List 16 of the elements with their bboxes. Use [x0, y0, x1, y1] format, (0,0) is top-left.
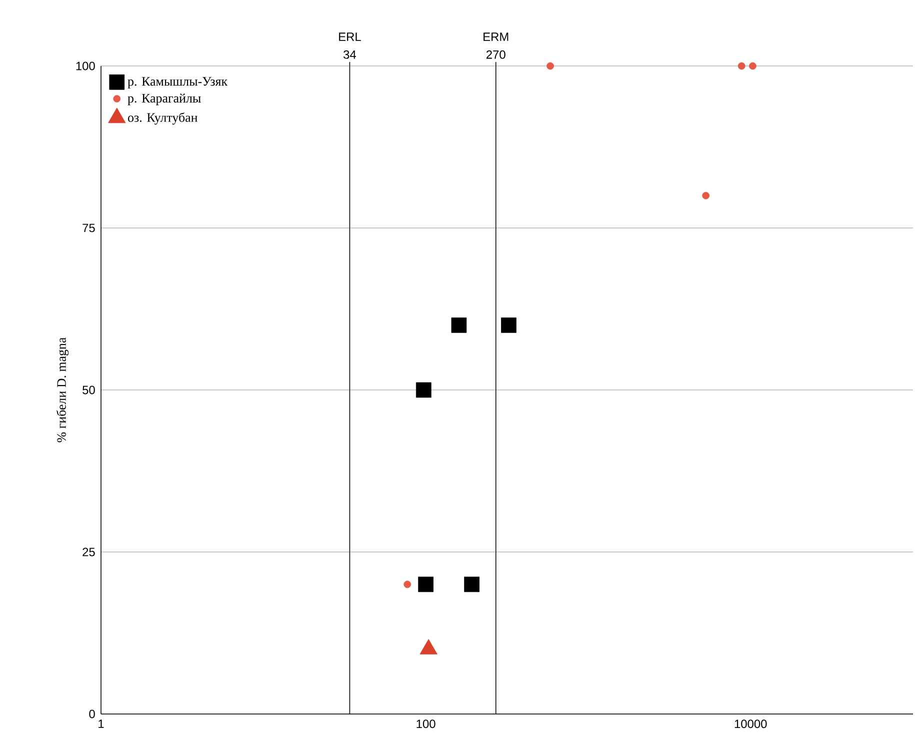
- legend-label: р. Камышлы-Узяк: [128, 77, 228, 88]
- x-tick-label: 1: [98, 720, 104, 728]
- x-tick-label: 10000: [734, 720, 767, 728]
- y-tick-label: 100: [76, 62, 95, 70]
- y-tick-label: 25: [82, 548, 95, 556]
- x-tick-label: 100: [416, 720, 436, 728]
- y-tick-label: 50: [82, 386, 95, 394]
- y-tick-label: 75: [82, 224, 95, 232]
- legend-label: оз. Култубан: [128, 112, 198, 125]
- legend-label: р. Карагайлы: [128, 94, 201, 106]
- y-axis-title: % гибели D. magna: [56, 337, 69, 442]
- ref-line-label: ERM: [484, 32, 508, 41]
- ref-line-label: ERL: [339, 32, 361, 41]
- annotation: 270: [486, 50, 506, 59]
- annotation: 34: [344, 50, 356, 59]
- y-tick-label: 0: [89, 710, 95, 718]
